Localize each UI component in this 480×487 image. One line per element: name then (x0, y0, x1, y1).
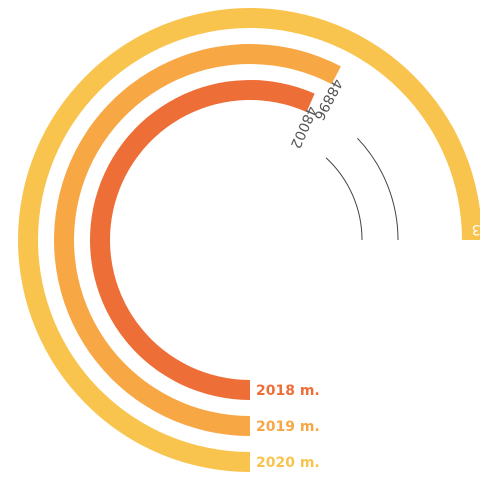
leader-line-2018 (325, 157, 363, 241)
year-label-2019: 2019 m. (256, 419, 320, 435)
year-label-2018: 2018 m. (256, 383, 320, 399)
year-label-2020: 2020 m. (256, 455, 320, 471)
arc-2020 (18, 8, 480, 472)
arc-2018 (89, 79, 315, 400)
leader-line-2019 (357, 137, 399, 241)
value-label-2020: 63583 (472, 221, 480, 237)
value-label-2018: 48002 (287, 104, 320, 151)
